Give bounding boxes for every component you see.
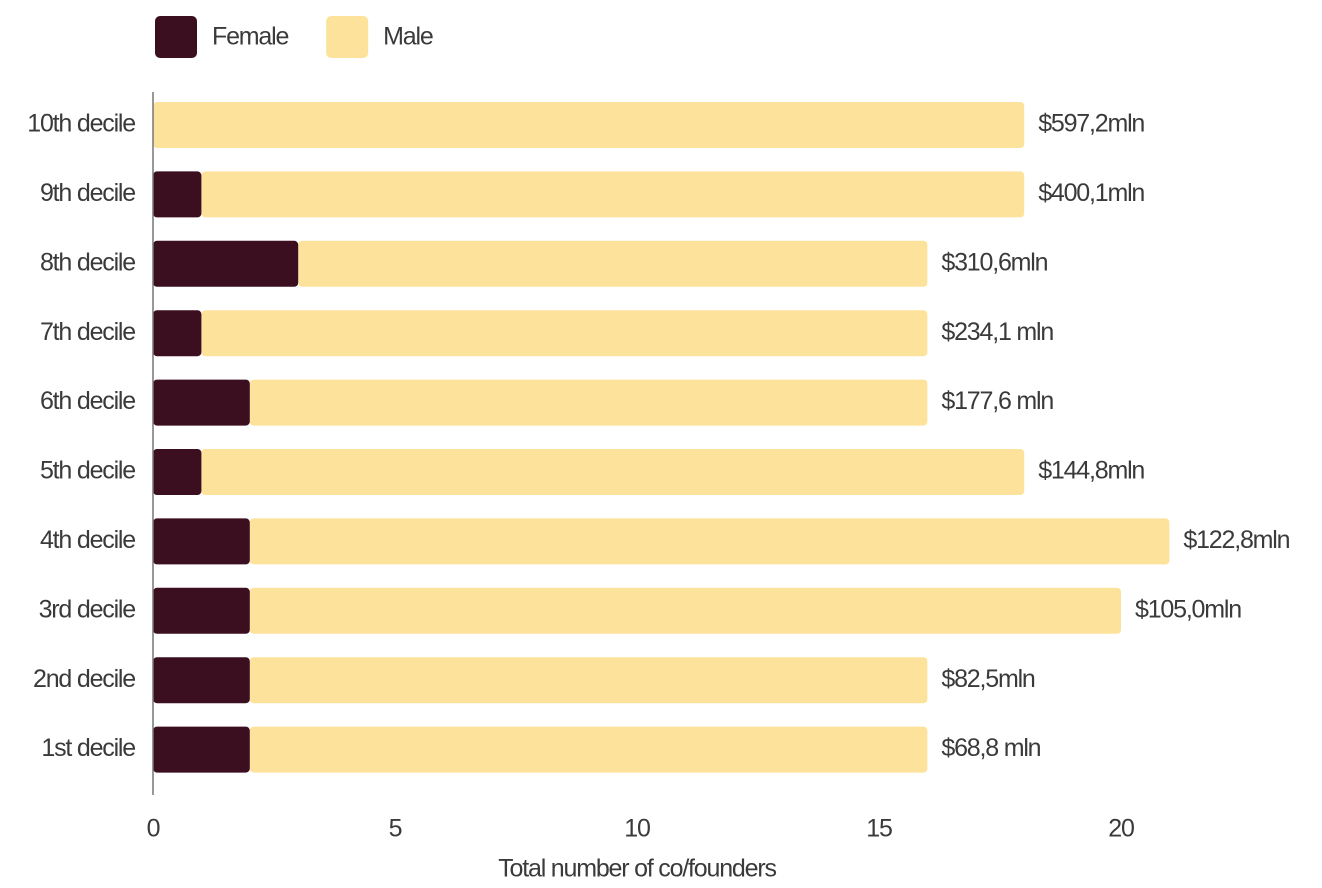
bar-segment <box>153 310 202 357</box>
y-tick-label: 3rd decile <box>39 595 136 623</box>
bar-segment <box>153 102 1025 148</box>
y-tick-label: 4th decile <box>40 526 135 554</box>
y-tick-label: 5th decile <box>40 457 135 485</box>
bar-segment <box>249 657 928 704</box>
bar-segment <box>298 240 928 287</box>
bar-label: $68,8 mln <box>941 734 1040 762</box>
bar-segment <box>249 518 1170 565</box>
bar-segment <box>153 171 202 218</box>
bar-label: $597,2mln <box>1038 110 1144 138</box>
y-tick-label: 10th decile <box>27 110 135 138</box>
y-tick-label: 1st decile <box>41 734 135 762</box>
bar-segment <box>153 449 202 495</box>
legend-label: Male <box>383 23 433 51</box>
bar-label: $177,6 mln <box>941 387 1053 415</box>
bar-segment <box>153 379 250 426</box>
y-tick-label: 7th decile <box>40 318 135 346</box>
bar-segment <box>201 171 1025 218</box>
bar-segment <box>249 587 1122 634</box>
bar-label: $105,0mln <box>1135 595 1241 623</box>
bar-segment <box>153 518 250 565</box>
y-tick-label: 2nd decile <box>33 665 135 693</box>
x-tick-label: 0 <box>147 815 160 843</box>
x-tick-label: 20 <box>1108 815 1134 843</box>
bar-segment <box>153 240 299 287</box>
bar-label: $400,1mln <box>1038 179 1144 207</box>
x-axis-label: Total number of co/founders <box>498 855 776 883</box>
bar-segment <box>201 310 928 357</box>
bar-segment <box>153 726 250 773</box>
bar-segment <box>153 587 250 634</box>
legend-swatch <box>326 16 369 58</box>
bar-segment <box>153 657 250 704</box>
bar-label: $122,8mln <box>1183 526 1289 554</box>
bar-label: $144,8mln <box>1038 457 1144 485</box>
y-tick-label: 6th decile <box>40 387 135 415</box>
bar-segment <box>201 449 1025 495</box>
bar-segment <box>249 726 928 773</box>
x-tick-label: 5 <box>389 815 402 843</box>
x-tick-label: 15 <box>866 815 892 843</box>
bar-label: $234,1 mln <box>941 318 1053 346</box>
x-tick-label: 10 <box>624 815 650 843</box>
y-tick-label: 9th decile <box>40 179 135 207</box>
legend-swatch <box>155 16 197 58</box>
bar-label: $310,6mln <box>941 248 1047 276</box>
legend-label: Female <box>212 23 288 51</box>
y-tick-label: 8th decile <box>40 248 135 276</box>
bar-segment <box>249 379 928 426</box>
bar-label: $82,5mln <box>941 665 1035 693</box>
